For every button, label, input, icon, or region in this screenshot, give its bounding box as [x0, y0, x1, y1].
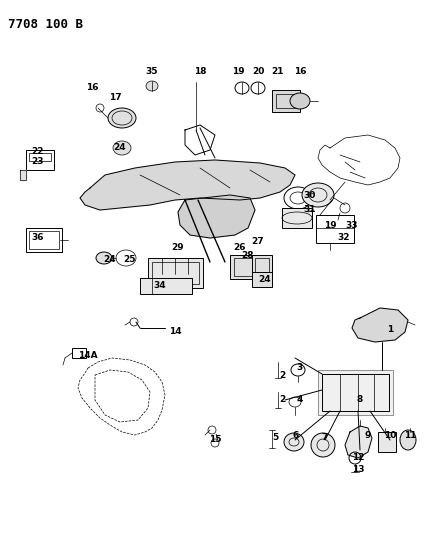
Text: 15: 15	[209, 435, 221, 445]
Text: 2: 2	[279, 370, 285, 379]
Text: 24: 24	[114, 143, 126, 152]
Bar	[234, 258, 254, 276]
Bar	[272, 90, 300, 112]
Ellipse shape	[302, 183, 334, 207]
Bar	[148, 258, 203, 288]
Text: 32: 32	[338, 233, 350, 243]
Ellipse shape	[96, 252, 112, 264]
Text: 20: 20	[252, 68, 264, 77]
Text: 33: 33	[346, 221, 358, 230]
Text: 10: 10	[384, 431, 396, 440]
Text: 30: 30	[304, 190, 316, 199]
Text: 17: 17	[109, 93, 121, 102]
Text: 34: 34	[154, 280, 166, 289]
Text: 18: 18	[194, 68, 206, 77]
Bar	[316, 215, 354, 243]
Text: 23: 23	[32, 157, 44, 166]
Text: 21: 21	[272, 68, 284, 77]
Bar	[322, 374, 389, 411]
Text: 4: 4	[297, 395, 303, 405]
Bar	[29, 153, 51, 161]
Text: 36: 36	[32, 233, 44, 243]
Text: 1: 1	[387, 326, 393, 335]
Text: 24: 24	[259, 276, 271, 285]
Text: 24: 24	[104, 255, 116, 264]
Polygon shape	[20, 170, 26, 180]
Text: 25: 25	[124, 255, 136, 264]
Text: 5: 5	[272, 433, 278, 442]
Text: 22: 22	[32, 148, 44, 157]
Bar	[276, 94, 296, 108]
Text: 11: 11	[404, 431, 416, 440]
Text: 2: 2	[279, 395, 285, 405]
Text: 31: 31	[304, 206, 316, 214]
Bar	[252, 272, 272, 287]
Text: 27: 27	[252, 238, 265, 246]
Bar	[26, 228, 62, 252]
Bar	[26, 150, 54, 170]
Bar	[72, 348, 86, 358]
Polygon shape	[178, 195, 255, 238]
Circle shape	[311, 433, 335, 457]
Polygon shape	[352, 308, 408, 342]
Text: 19: 19	[232, 68, 244, 77]
Text: 29: 29	[172, 244, 184, 253]
Text: 14: 14	[169, 327, 181, 336]
Ellipse shape	[113, 141, 131, 155]
Bar	[152, 262, 199, 284]
Bar	[378, 432, 396, 452]
Ellipse shape	[290, 93, 310, 109]
Text: 14A: 14A	[78, 351, 98, 359]
Bar	[282, 208, 312, 228]
Bar	[318, 370, 393, 415]
Ellipse shape	[400, 430, 416, 450]
Text: 7: 7	[322, 433, 328, 442]
Text: 7708 100 B: 7708 100 B	[8, 18, 83, 31]
Polygon shape	[345, 426, 372, 458]
Polygon shape	[80, 160, 295, 210]
Text: 6: 6	[293, 431, 299, 440]
Bar	[252, 255, 272, 277]
Bar	[255, 258, 269, 274]
Bar	[230, 255, 258, 279]
Ellipse shape	[108, 108, 136, 128]
Text: 9: 9	[365, 431, 371, 440]
Text: 28: 28	[242, 251, 254, 260]
Text: 3: 3	[297, 364, 303, 373]
Text: 35: 35	[146, 68, 158, 77]
Text: 16: 16	[86, 84, 98, 93]
Bar	[140, 278, 192, 294]
Text: 13: 13	[352, 465, 364, 474]
Ellipse shape	[284, 433, 304, 451]
Bar	[29, 231, 59, 249]
Ellipse shape	[146, 81, 158, 91]
Text: 8: 8	[357, 395, 363, 405]
Text: 26: 26	[234, 244, 246, 253]
Text: 16: 16	[294, 68, 306, 77]
Text: 12: 12	[352, 454, 364, 463]
Text: 19: 19	[324, 221, 336, 230]
